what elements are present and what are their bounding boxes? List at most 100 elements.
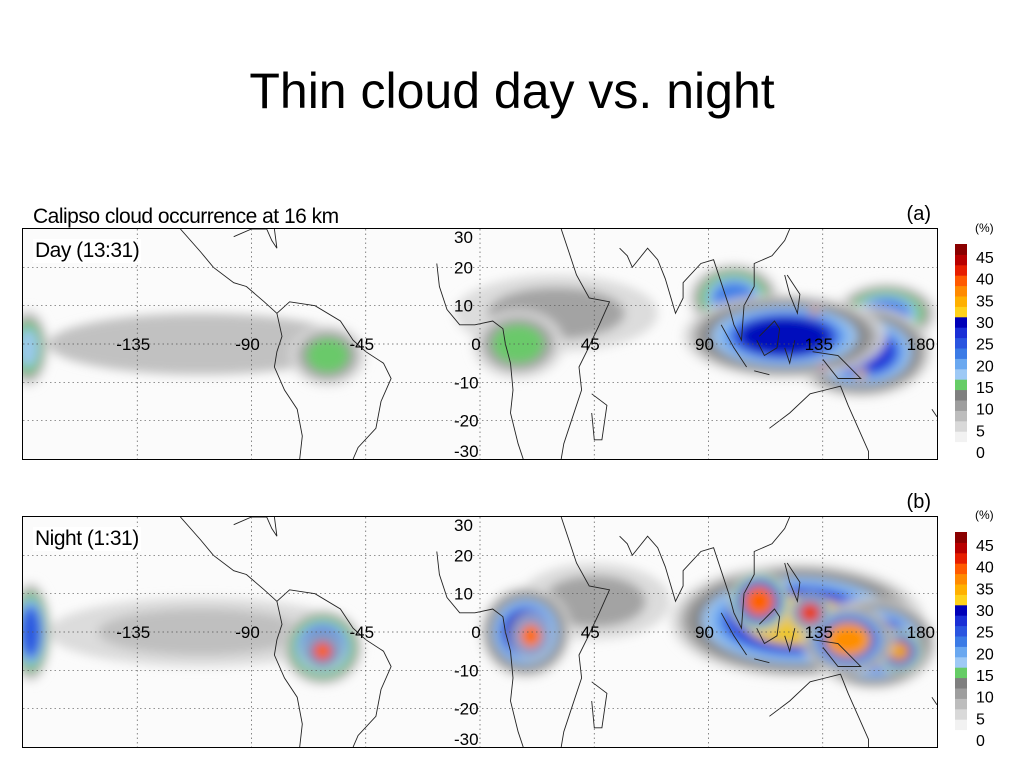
colorbar-segment xyxy=(955,677,967,689)
heatmap-panel-day: -135 -90 -45 0 45 90 135 180 30 20 10 -10 -20 -30 Cal… xyxy=(22,203,938,460)
colorbar-segment xyxy=(955,604,967,616)
colorbar-tick-label: 30 xyxy=(976,603,994,620)
colorbar-segment xyxy=(955,337,967,349)
x-tick-label: -90 xyxy=(235,623,260,642)
x-tick-label: 90 xyxy=(695,623,714,642)
coastline xyxy=(233,517,278,537)
coastline xyxy=(756,320,781,357)
colorbar-unit: (%) xyxy=(975,221,994,235)
x-tick-label: -90 xyxy=(235,335,260,354)
heatmap-field xyxy=(23,263,937,398)
colorbar-segment xyxy=(955,400,967,411)
coastline xyxy=(619,517,791,630)
colorbar-segment xyxy=(955,327,967,339)
colorbar-tick-label: 45 xyxy=(976,250,994,267)
heatmap-cell xyxy=(23,328,39,368)
heatmap-cell xyxy=(857,371,865,378)
colorbar-segment xyxy=(955,594,967,606)
colorbar-tick-label: 5 xyxy=(976,423,985,440)
colorbar-segment xyxy=(955,729,967,741)
colorbar-segment xyxy=(955,573,967,585)
coastline xyxy=(233,229,278,249)
colorbar-segment xyxy=(955,584,967,595)
heatmap-cell xyxy=(97,608,304,656)
colorbar-tick-label: 15 xyxy=(976,668,994,685)
coastline xyxy=(436,551,524,747)
panel-title: Calipso cloud occurrence at 16 km xyxy=(33,205,339,228)
colorbar-unit: (%) xyxy=(975,508,994,522)
x-tick-label: -45 xyxy=(349,623,374,642)
colorbar-segment xyxy=(955,698,967,710)
y-tick-label: 20 xyxy=(454,258,473,277)
coastline xyxy=(784,340,796,365)
coastline xyxy=(931,696,937,706)
coastline xyxy=(784,274,801,316)
heatmap-plot-night: -135 -90 -45 0 45 90 135 180 30 20 10 -10 -20 -30 xyxy=(23,517,937,747)
heatmap-cell xyxy=(306,338,350,373)
x-tick-label: 180 xyxy=(907,623,935,642)
heatmap-panel-night: -135 -90 -45 0 45 90 135 180 30 20 10 -10 -20 -30 Nig… xyxy=(22,491,938,748)
heatmap-cell xyxy=(522,626,540,646)
coastline xyxy=(769,385,869,459)
colorbar-segment xyxy=(955,316,967,328)
coastline xyxy=(784,628,796,653)
heatmap-cell xyxy=(48,313,354,375)
colorbar-segment xyxy=(955,420,967,432)
coastline xyxy=(931,408,937,418)
colorbar-segment xyxy=(955,368,967,380)
coastline xyxy=(754,370,770,376)
colorbar-tick-label: 20 xyxy=(976,358,994,375)
colorbar-segment xyxy=(955,532,967,543)
coastline xyxy=(560,229,611,459)
y-tick-label: -20 xyxy=(454,412,479,431)
y-tick-label: 10 xyxy=(454,297,473,316)
colorbar-segment xyxy=(955,625,967,637)
colorbar-segment xyxy=(955,296,967,307)
colorbar-segment xyxy=(955,358,967,370)
coastline xyxy=(180,229,303,459)
colorbar-tick-label: 45 xyxy=(976,538,994,555)
colorbar-segment xyxy=(955,254,967,266)
y-tick-label: -20 xyxy=(454,700,479,719)
heatmap-cell xyxy=(314,643,332,660)
colorbar-segment xyxy=(955,264,967,276)
colorbar-segment xyxy=(955,615,967,627)
coastline xyxy=(560,517,611,747)
colorbar-tick-label: 0 xyxy=(976,445,985,462)
y-tick-label: -30 xyxy=(454,730,479,747)
colorbar-tick-label: 5 xyxy=(976,711,985,728)
x-tick-label: 180 xyxy=(907,335,935,354)
heatmap-cell xyxy=(801,604,819,621)
colorbar-segment xyxy=(955,410,967,422)
coastline xyxy=(436,263,524,459)
y-tick-label: -10 xyxy=(454,373,479,392)
panel-subtitle-day: Day (13:31) xyxy=(33,239,142,263)
colorbar-tick-label: 10 xyxy=(976,402,994,419)
x-tick-label: 0 xyxy=(471,335,480,354)
slide-title: Thin cloud day vs. night xyxy=(249,63,775,119)
colorbar-segment xyxy=(955,667,967,679)
colorbar-segment xyxy=(955,719,967,731)
coastline xyxy=(180,517,303,747)
colorbar-segment xyxy=(955,636,967,647)
y-tick-label: 10 xyxy=(454,585,473,604)
colorbar-tick-label: 0 xyxy=(976,733,985,750)
colorbar-segment xyxy=(955,646,967,658)
colorbar-tick-label: 30 xyxy=(976,315,994,332)
colorbar-segment xyxy=(955,244,967,255)
coastline xyxy=(769,673,869,747)
heatmap-cell xyxy=(887,641,910,662)
coastline xyxy=(754,658,770,664)
coastline xyxy=(756,608,781,645)
colorbar-tick-label: 25 xyxy=(976,337,994,354)
heatmap-field xyxy=(23,563,937,690)
coastline xyxy=(591,681,608,729)
colorbar-tick-label: 20 xyxy=(976,646,994,663)
colorbar-segment xyxy=(955,275,967,287)
colorbar-segment xyxy=(955,542,967,554)
x-tick-label: 90 xyxy=(695,335,714,354)
heatmap-cell xyxy=(746,588,773,615)
x-tick-label: -45 xyxy=(349,335,374,354)
colorbar-segment xyxy=(955,656,967,668)
x-tick-label: 45 xyxy=(581,623,600,642)
